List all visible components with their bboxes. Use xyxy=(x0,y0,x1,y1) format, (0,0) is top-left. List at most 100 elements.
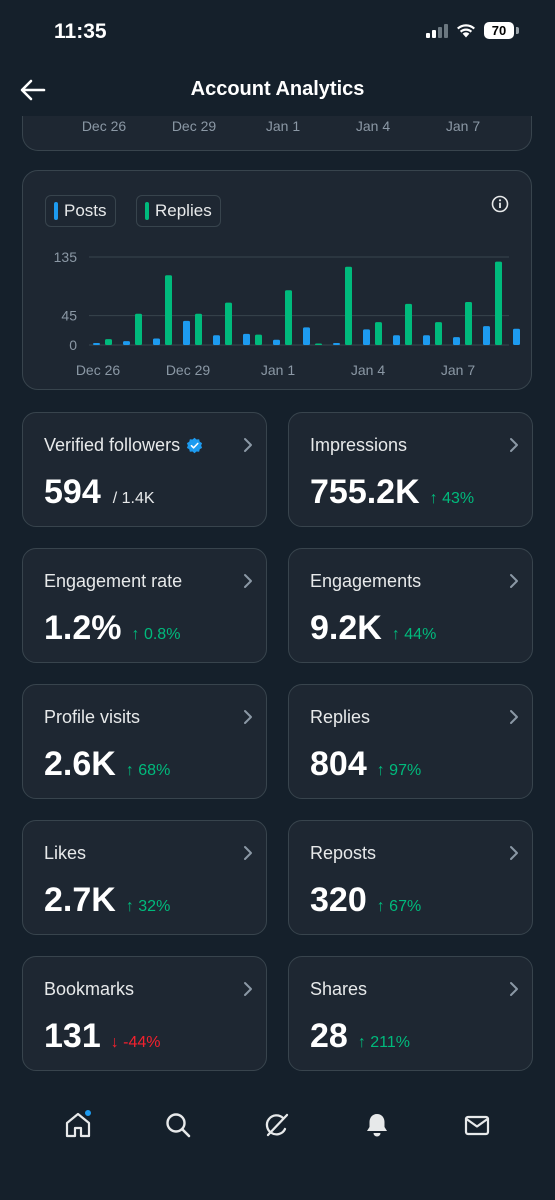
metric-label: Profile visits xyxy=(44,707,141,727)
posts-bar[interactable] xyxy=(183,320,190,345)
metric-label-row: Profile visits xyxy=(44,707,140,728)
metric-card-profile-visits[interactable]: Profile visits 2.6K ↑ 68% xyxy=(22,684,267,799)
metric-value-row: 804 ↑ 97% xyxy=(310,745,421,784)
status-icons: 70 xyxy=(426,22,519,39)
legend-replies-chip[interactable]: Replies xyxy=(136,195,221,227)
replies-bar[interactable] xyxy=(495,261,502,345)
metric-change: ↓ -44% xyxy=(110,1034,161,1051)
metric-value: 131 xyxy=(44,1017,101,1055)
mail-icon xyxy=(464,1115,490,1136)
search-icon xyxy=(165,1113,190,1138)
metric-card-impressions[interactable]: Impressions 755.2K ↑ 43% xyxy=(288,412,533,527)
tab-messages[interactable] xyxy=(457,1105,497,1145)
metric-card-verified-followers[interactable]: Verified followers 594 / 1.4K xyxy=(22,412,267,527)
battery-level: 70 xyxy=(484,22,514,39)
metric-value-row: 131 ↓ -44% xyxy=(44,1017,161,1056)
legend-label: Posts xyxy=(64,201,107,220)
posts-bar[interactable] xyxy=(303,327,310,345)
posts-bar[interactable] xyxy=(213,335,220,345)
metric-card-reposts[interactable]: Reposts 320 ↑ 67% xyxy=(288,820,533,935)
metric-value: 804 xyxy=(310,745,367,783)
replies-bar[interactable] xyxy=(285,290,292,345)
x-tick-label: Jan 7 xyxy=(441,362,475,378)
replies-bar[interactable] xyxy=(255,334,262,345)
metric-change: ↑ 0.8% xyxy=(131,626,181,643)
x-tick-label: Jan 1 xyxy=(261,362,295,378)
replies-bar[interactable] xyxy=(195,313,202,345)
x-tick-label: Jan 1 xyxy=(265,118,301,134)
x-tick-label: Jan 4 xyxy=(355,118,391,134)
posts-bar[interactable] xyxy=(153,338,160,345)
cellular-signal-icon xyxy=(426,23,448,38)
replies-bar[interactable] xyxy=(135,313,142,345)
posts-bar[interactable] xyxy=(513,328,520,345)
status-bar: 11:35 70 xyxy=(0,0,555,60)
page-title: Account Analytics xyxy=(190,78,365,100)
metric-card-replies[interactable]: Replies 804 ↑ 97% xyxy=(288,684,533,799)
tab-home[interactable] xyxy=(58,1105,98,1145)
back-arrow-icon[interactable] xyxy=(18,76,48,104)
metric-value: 9.2K xyxy=(310,609,382,647)
posts-bar[interactable] xyxy=(453,337,460,345)
metric-card-likes[interactable]: Likes 2.7K ↑ 32% xyxy=(22,820,267,935)
metric-value-row: 320 ↑ 67% xyxy=(310,881,421,920)
bottom-tab-bar xyxy=(0,1090,555,1160)
posts-bar[interactable] xyxy=(363,329,370,345)
metric-label: Engagement rate xyxy=(44,571,183,591)
replies-bar[interactable] xyxy=(315,343,322,346)
replies-bar[interactable] xyxy=(375,322,382,345)
tab-notifications[interactable] xyxy=(357,1105,397,1145)
replies-bar[interactable] xyxy=(405,303,412,345)
header: Account Analytics xyxy=(0,64,555,116)
replies-bar[interactable] xyxy=(345,266,352,345)
replies-bar[interactable] xyxy=(225,302,232,345)
metric-label: Impressions xyxy=(310,435,408,455)
posts-bar[interactable] xyxy=(243,333,250,345)
metric-card-engagements[interactable]: Engagements 9.2K ↑ 44% xyxy=(288,548,533,663)
info-icon[interactable] xyxy=(491,195,509,213)
posts-bar[interactable] xyxy=(123,341,130,345)
posts-bar[interactable] xyxy=(333,343,340,345)
posts-bar[interactable] xyxy=(93,343,100,345)
metric-total: / 1.4K xyxy=(112,490,155,507)
chevron-right-icon xyxy=(510,710,518,724)
tab-grok[interactable] xyxy=(257,1105,297,1145)
metric-change: ↑ 43% xyxy=(429,490,475,507)
replies-bar[interactable] xyxy=(105,339,112,345)
replies-bar[interactable] xyxy=(165,275,172,345)
x-tick-label: Dec 26 xyxy=(76,362,121,378)
metric-value-row: 2.6K ↑ 68% xyxy=(44,745,170,784)
posts-bar[interactable] xyxy=(393,335,400,345)
grok-icon xyxy=(266,1113,289,1137)
metric-label: Engagements xyxy=(310,571,422,591)
y-tick-label: 45 xyxy=(61,308,77,324)
metric-label-row: Shares xyxy=(310,979,367,1000)
posts-bar[interactable] xyxy=(273,339,280,345)
metric-value-row: 594 / 1.4K xyxy=(44,473,155,512)
posts-replies-bar-chart: 0 45 135 Dec 26 Dec 29 Jan 1 Jan 4 Jan 7 xyxy=(54,249,520,378)
legend-posts-chip[interactable]: Posts xyxy=(45,195,116,227)
x-tick-label: Jan 4 xyxy=(351,362,385,378)
metric-change: ↑ 68% xyxy=(125,762,171,779)
metric-value-row: 2.7K ↑ 32% xyxy=(44,881,170,920)
metric-value-row: 1.2% ↑ 0.8% xyxy=(44,609,180,648)
tab-search[interactable] xyxy=(158,1105,198,1145)
metric-label-row: Engagement rate xyxy=(44,571,182,592)
replies-bar[interactable] xyxy=(435,322,442,345)
metric-card-engagement-rate[interactable]: Engagement rate 1.2% ↑ 0.8% xyxy=(22,548,267,663)
x-tick-label: Dec 29 xyxy=(166,362,211,378)
chevron-right-icon xyxy=(510,982,518,996)
metric-card-bookmarks[interactable]: Bookmarks 131 ↓ -44% xyxy=(22,956,267,1071)
status-time: 11:35 xyxy=(54,20,107,43)
y-tick-label: 135 xyxy=(54,249,78,265)
posts-bar[interactable] xyxy=(483,326,490,345)
replies-bar[interactable] xyxy=(465,301,472,345)
chevron-right-icon xyxy=(244,574,252,588)
metric-value: 2.7K xyxy=(44,881,116,919)
metric-label: Shares xyxy=(310,979,368,999)
posts-bar[interactable] xyxy=(423,335,430,345)
x-tick-label: Dec 26 xyxy=(81,118,127,134)
metric-card-shares[interactable]: Shares 28 ↑ 211% xyxy=(288,956,533,1071)
legend-swatch xyxy=(145,202,149,220)
bell-icon xyxy=(367,1114,388,1137)
